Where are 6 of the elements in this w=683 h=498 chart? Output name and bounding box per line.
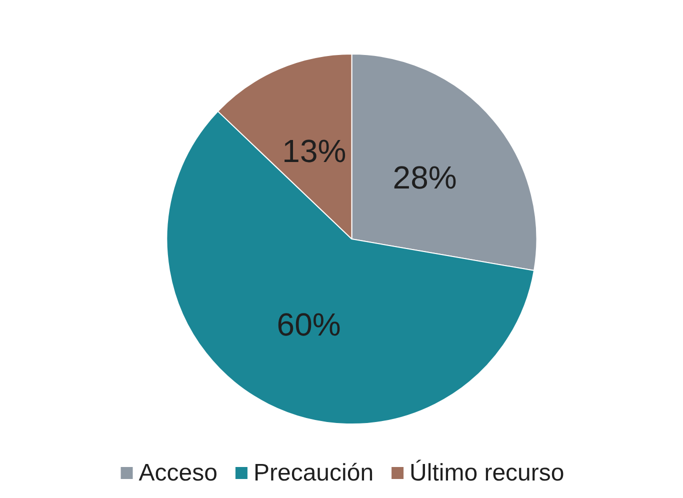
legend-label: Último recurso: [410, 460, 564, 486]
legend-label: Acceso: [138, 460, 218, 486]
legend-label: Precaución: [253, 460, 374, 486]
data-label: 28%: [392, 160, 457, 196]
data-label: 60%: [276, 306, 341, 342]
data-label: 13%: [282, 133, 346, 170]
